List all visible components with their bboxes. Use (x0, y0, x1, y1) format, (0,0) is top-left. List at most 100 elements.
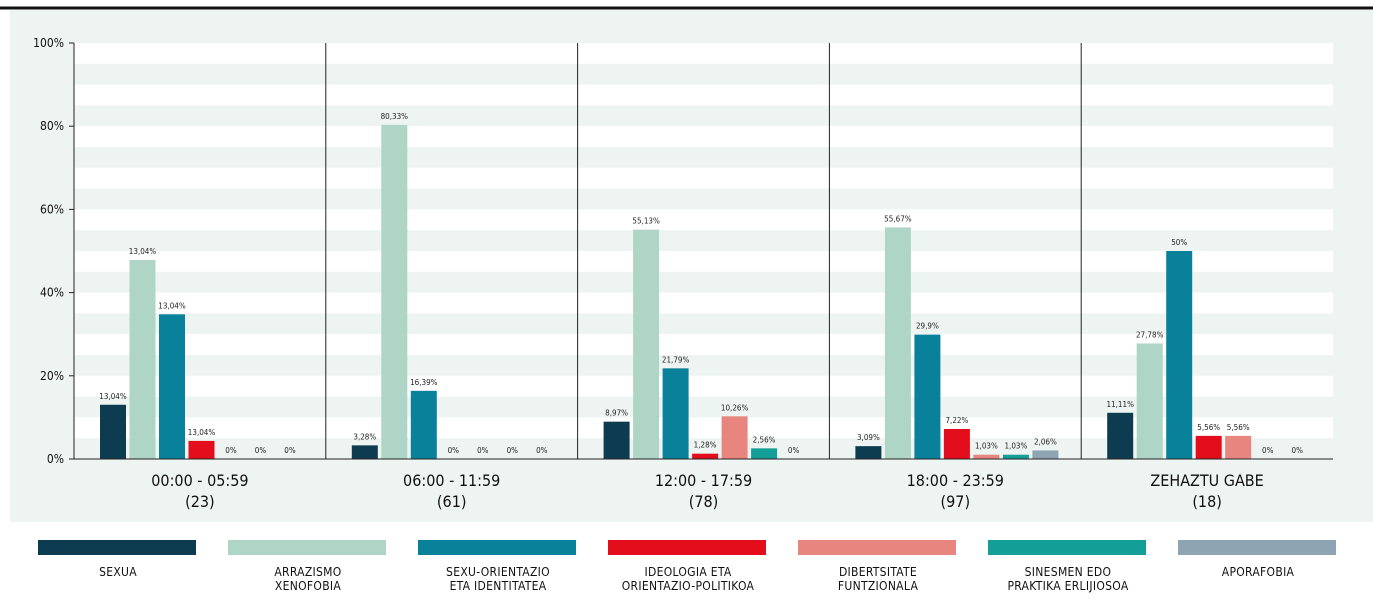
bar-value-label: 7,22% (945, 416, 968, 425)
bar-value-label: 2,06% (1034, 437, 1057, 446)
y-tick-label: 20% (40, 369, 64, 383)
bar-value-label: 8,97% (605, 409, 628, 418)
x-category-count: (97) (941, 492, 971, 511)
bar (1032, 450, 1059, 459)
bar (662, 368, 689, 459)
bar-value-label: 0% (448, 446, 460, 455)
bar-value-label: 1,28% (694, 441, 717, 450)
x-category-label: 12:00 - 17:59 (655, 471, 752, 490)
grouped-bar-chart: 0% 20% 40% 60% 80% 100% 13,04% 3,28% 8,97% 3,09%… (0, 6, 1373, 522)
legend-label-line1: DIBERTSITATE (838, 565, 918, 579)
bar-value-label: 3,28% (353, 432, 376, 441)
bar-value-label: 55,67% (884, 214, 912, 223)
legend-swatch (798, 540, 956, 555)
bar-value-label: 2,56% (753, 435, 776, 444)
x-category-count: (23) (185, 492, 215, 511)
legend-swatch (608, 540, 766, 555)
bar-value-label: 5,56% (1197, 423, 1220, 432)
bar (943, 428, 970, 459)
bar (159, 314, 185, 459)
bar (100, 404, 126, 459)
y-tick-label: 40% (40, 286, 64, 300)
legend-label-line2: ORIENTAZIO-POLITIKOA (621, 579, 755, 593)
bar (1107, 412, 1134, 459)
y-tick-label: 80% (40, 119, 64, 133)
bar-value-label: 0% (225, 446, 237, 455)
legend-label-line1: SINESMEN EDO (1024, 565, 1112, 579)
x-category-label: ZEHAZTU GABE (1150, 471, 1263, 490)
x-category-count: (78) (689, 492, 719, 511)
legend-label: SEXU-ORIENTAZIO ETA IDENTITATEA (418, 565, 578, 593)
bar-value-label: 5,56% (1227, 423, 1250, 432)
legend-item-sexu-orientazio: SEXU-ORIENTAZIO ETA IDENTITATEA (418, 540, 578, 593)
grid-band (74, 43, 1333, 64)
bar-value-label: 1,03% (1004, 442, 1027, 451)
legend-label-line2: FUNTZIONALA (837, 579, 919, 593)
grid-band (74, 84, 1333, 106)
group-dividers (325, 43, 1082, 459)
bar (351, 445, 378, 459)
bar-value-label: 0% (255, 446, 267, 455)
legend-label: SEXUA (38, 565, 198, 579)
bar-value-label: 0% (536, 446, 548, 455)
bar-value-label: 0% (1262, 446, 1274, 455)
x-axis: 00:00 - 05:59 (23) 06:00 - 11:59 (61) 12:00 … (74, 458, 1333, 511)
y-tick-label: 100% (33, 36, 64, 50)
bar (855, 446, 882, 459)
legend-label-line1: APORAFOBIA (1221, 565, 1295, 579)
bar (410, 390, 437, 459)
legend-label-line2: XENOFOBIA (274, 579, 342, 593)
bar (1225, 435, 1252, 459)
x-category-label: 18:00 - 23:59 (907, 471, 1004, 490)
bar (1136, 343, 1163, 459)
bar-value-label: 55,13% (632, 217, 660, 226)
bar-value-label: 29,9% (916, 322, 939, 331)
legend-item-sinesmen: SINESMEN EDO PRAKTIKA ERLIJIOSOA (988, 540, 1148, 593)
bar-value-label: 13,04% (158, 301, 186, 310)
grid-band (74, 251, 1333, 272)
legend-label-line1: ARRAZISMO (274, 565, 342, 579)
legend-label: ARRAZISMO XENOFOBIA (228, 565, 388, 593)
x-category-count: (18) (1192, 492, 1222, 511)
bar (721, 416, 748, 459)
bar (603, 421, 630, 459)
grid-band (74, 292, 1333, 314)
legend-item-arrazismo-xenofobia: ARRAZISMO XENOFOBIA (228, 540, 388, 593)
grid-band (74, 209, 1333, 231)
bar (1002, 454, 1029, 459)
legend-label-line2: ETA IDENTITATEA (449, 579, 547, 593)
bar-value-label: 0% (477, 446, 489, 455)
legend-label-line1: SEXUA (99, 565, 137, 579)
legend-swatch (1178, 540, 1336, 555)
legend-swatch (228, 540, 386, 555)
legend-label: IDEOLOGIA ETA ORIENTAZIO-POLITIKOA (608, 565, 768, 593)
bar (973, 454, 1000, 459)
legend-label-line1: IDEOLOGIA ETA (644, 565, 732, 579)
grid-band (74, 167, 1333, 189)
legend-label-line1: SEXU-ORIENTAZIO (446, 565, 550, 579)
bar (1166, 251, 1193, 459)
legend-swatch (418, 540, 576, 555)
x-category-label: 06:00 - 11:59 (403, 471, 500, 490)
bar (1195, 435, 1222, 459)
bar-value-label: 21,79% (662, 355, 690, 364)
bar-value-labels: 13,04% 3,28% 8,97% 3,09% 11,11% 13,04% 80,33% 5… (99, 112, 1303, 455)
bar (884, 227, 911, 459)
bar (914, 334, 941, 459)
bar-value-label: 3,09% (857, 433, 880, 442)
y-tick-label: 60% (40, 202, 64, 216)
legend: SEXUA ARRAZISMO XENOFOBIA SEXU-ORIENTAZI… (0, 540, 1373, 607)
bar (633, 229, 660, 459)
bar (188, 440, 215, 459)
x-category-count: (61) (437, 492, 467, 511)
grid-band (74, 126, 1333, 147)
bars (100, 124, 1252, 459)
bar-value-label: 13,04% (188, 428, 216, 437)
bar (129, 260, 156, 459)
legend-item-ideologia: IDEOLOGIA ETA ORIENTAZIO-POLITIKOA (608, 540, 768, 593)
legend-label: DIBERTSITATE FUNTZIONALA (798, 565, 958, 593)
bar (381, 124, 408, 459)
bar-value-label: 0% (284, 446, 296, 455)
legend-swatch (988, 540, 1146, 555)
bar-value-label: 16,39% (410, 378, 438, 387)
